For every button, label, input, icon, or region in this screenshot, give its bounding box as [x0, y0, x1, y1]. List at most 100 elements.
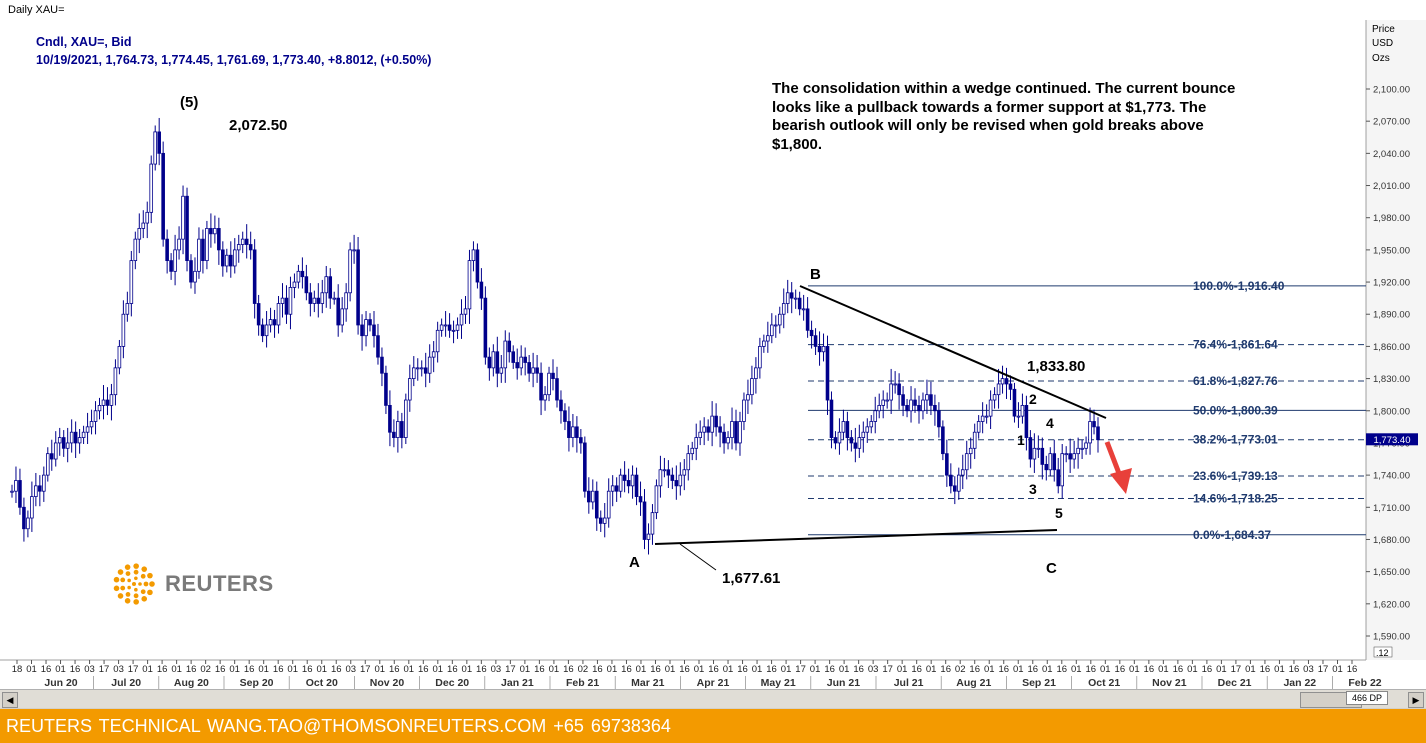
candle-down	[622, 474, 627, 481]
candle-down	[228, 254, 233, 267]
horizontal-scrollbar[interactable]: ◀ ▶	[0, 689, 1426, 708]
x-month-label: Mar 21	[631, 677, 664, 689]
x-tick-day: 16	[418, 664, 429, 675]
x-tick-day: 16	[476, 664, 487, 675]
candle-down	[1004, 378, 1009, 385]
x-tick-day: 01	[897, 664, 908, 675]
candle-down	[49, 453, 54, 460]
x-tick-day: 16	[534, 664, 545, 675]
x-tick-day: 01	[665, 664, 676, 675]
x-tick-day: 01	[316, 664, 327, 675]
logo-dot	[125, 571, 131, 577]
candle-up	[109, 394, 114, 406]
candle-up	[972, 431, 977, 449]
candle-up	[332, 297, 337, 300]
scroll-right-arrow-icon[interactable]: ▶	[1408, 692, 1424, 708]
candle-up	[352, 249, 356, 252]
candle-up	[968, 447, 973, 455]
logo-dot	[124, 598, 131, 604]
wave-1-label: 1	[1017, 432, 1025, 448]
candle-up	[762, 340, 766, 347]
candle-up	[590, 490, 595, 503]
fib-label: 14.6%-1,718.25	[1193, 491, 1278, 505]
candle-down	[511, 351, 516, 363]
y-tick-label: 1,680.00	[1373, 535, 1410, 546]
x-tick-day: 18	[12, 664, 23, 675]
candle-up	[240, 238, 245, 245]
candle-up	[921, 399, 925, 412]
x-tick-day: 17	[795, 664, 806, 675]
x-tick-day: 16	[186, 664, 197, 675]
candle-up	[396, 421, 400, 438]
candle-down	[248, 244, 253, 251]
candle-up	[137, 228, 142, 240]
candle-up	[129, 260, 134, 304]
candle-up	[491, 351, 496, 369]
candle-down	[674, 480, 679, 487]
logo-dot	[125, 591, 131, 597]
candle-down	[813, 335, 818, 347]
candle-up	[141, 222, 146, 229]
scroll-left-arrow-icon[interactable]: ◀	[2, 692, 18, 708]
candle-up	[276, 303, 281, 326]
candle-down	[368, 319, 372, 326]
candle-down	[917, 405, 921, 412]
candle-up	[801, 308, 806, 311]
logo-dot	[113, 585, 120, 592]
candle-down	[567, 421, 571, 438]
candle-up	[698, 431, 702, 438]
candle-down	[905, 405, 909, 412]
ohlc-line: 10/19/2021, 1,764.73, 1,774.45, 1,761.69…	[36, 53, 432, 67]
candle-down	[1008, 383, 1013, 390]
x-month-label: Jun 20	[44, 677, 77, 689]
x-tick-day: 16	[331, 664, 342, 675]
price-axis-label-price: Price	[1372, 24, 1395, 35]
x-tick-day: 01	[171, 664, 182, 675]
candle-down	[1092, 421, 1096, 428]
x-month-label: Dec 21	[1218, 677, 1252, 689]
y-tick-label: 2,040.00	[1373, 149, 1410, 160]
candle-up	[1080, 447, 1084, 450]
candle-up	[988, 399, 993, 417]
candle-down	[714, 415, 718, 428]
y-tick-label: 1,890.00	[1373, 310, 1410, 321]
candle-down	[61, 437, 66, 449]
candle-down	[551, 372, 555, 379]
x-axis: 18 01 16 01 16 03 17 03 17 01 16 01 16 02 16 01 16 01 16 01…	[12, 660, 1382, 689]
x-tick-day: 16	[1289, 664, 1300, 675]
candlesticks	[10, 117, 1100, 555]
x-month-label: Oct 20	[306, 677, 338, 689]
analyst-commentary: The consolidation within a wedge continu…	[772, 80, 1242, 154]
candle-up	[404, 399, 408, 438]
candle-up	[320, 292, 325, 304]
wave-5-top-label: (5)	[180, 94, 198, 111]
candle-down	[272, 319, 277, 326]
x-tick-day: 16	[650, 664, 661, 675]
candle-down	[1052, 453, 1057, 471]
candle-up	[81, 431, 86, 438]
candle-down	[949, 474, 953, 487]
logo-dot	[127, 585, 131, 590]
logo-dot	[138, 582, 142, 586]
candle-down	[328, 276, 333, 299]
candle-up	[125, 303, 130, 315]
x-tick-day: 01	[1158, 664, 1169, 675]
candle-up	[678, 474, 683, 487]
candle-up	[646, 533, 651, 540]
x-tick-day: 16	[1260, 664, 1271, 675]
red-down-arrow-icon	[1104, 441, 1123, 477]
x-tick-day: 01	[839, 664, 850, 675]
x-tick-day: 01	[1129, 664, 1140, 675]
footer-text: REUTERS TECHNICAL WANG.TAO@THOMSONREUTER…	[6, 716, 671, 736]
candle-up	[777, 313, 782, 326]
candle-down	[897, 383, 901, 396]
candle-down	[583, 442, 587, 492]
x-month-label: Sep 21	[1022, 677, 1056, 689]
x-month-label: May 21	[761, 677, 796, 689]
x-tick-day: 01	[374, 664, 385, 675]
candle-up	[964, 453, 969, 471]
candle-up	[193, 270, 197, 283]
x-tick-day: 01	[694, 664, 705, 675]
x-tick-day: 16	[911, 664, 922, 675]
candle-up	[467, 260, 472, 310]
